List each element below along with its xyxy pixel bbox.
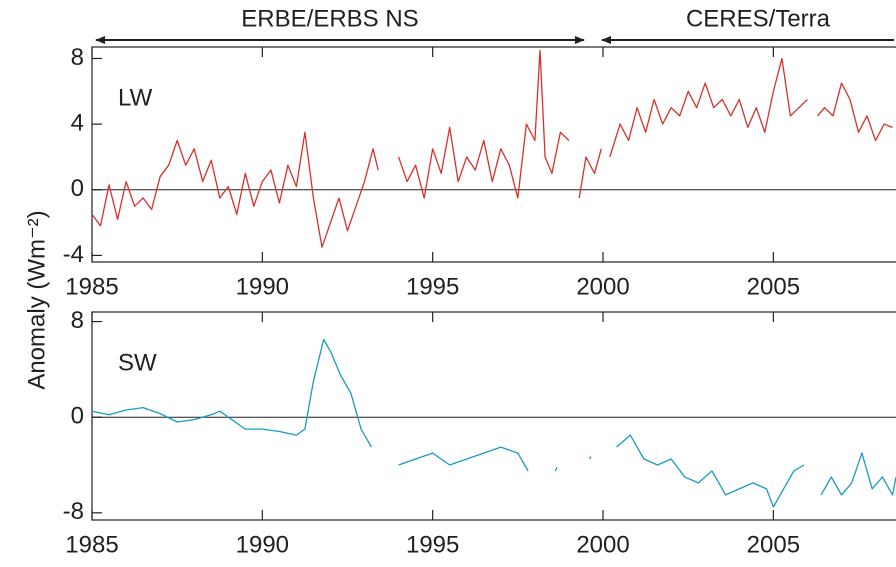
y-tick-label: -8 <box>63 498 84 525</box>
y-tick-label: 8 <box>71 307 84 334</box>
x-tick-label: 1990 <box>236 273 289 300</box>
x-tick-label: 1995 <box>406 273 459 300</box>
y-tick-label: 0 <box>71 403 84 430</box>
y-axis-label: Anomaly (Wm⁻²) <box>23 210 50 389</box>
plot-frame <box>91 46 896 263</box>
x-tick-label: 2005 <box>747 273 800 300</box>
annotation: ERBE/ERBS NS <box>241 5 418 32</box>
x-tick-label: 1985 <box>65 531 118 558</box>
y-tick-label: -4 <box>63 241 84 268</box>
x-tick-label: 1985 <box>65 273 118 300</box>
x-tick-label: 2005 <box>747 531 800 558</box>
data-line <box>91 49 893 248</box>
data-line <box>91 338 896 508</box>
plot-frame <box>91 311 896 521</box>
x-tick-label: 1995 <box>406 531 459 558</box>
y-tick-label: 0 <box>71 175 84 202</box>
y-tick-label: 8 <box>71 44 84 71</box>
x-tick-label: 2000 <box>576 531 629 558</box>
x-tick-label: 1990 <box>236 531 289 558</box>
panel-label: LW <box>118 84 153 111</box>
annotation: CERES/Terra <box>686 5 831 32</box>
y-tick-label: 4 <box>71 109 84 136</box>
panel-label: SW <box>118 349 157 376</box>
x-tick-label: 2000 <box>576 273 629 300</box>
